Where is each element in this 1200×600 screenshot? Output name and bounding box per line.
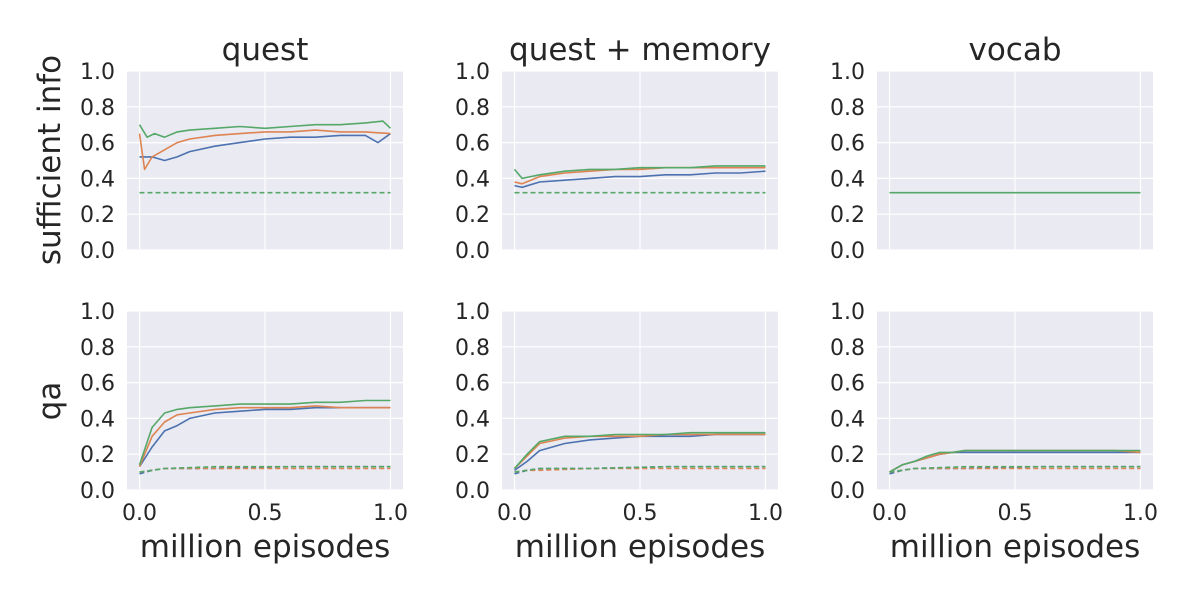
panel-3: 0.0 0.2 0.4 0.6 0.8 1.0 [830,60,1153,264]
ytick-label: 0.2 [830,203,865,228]
series-line-3 [138,399,391,466]
xtick-label: 0.0 [872,501,907,526]
ytick-label: 0.8 [455,96,490,121]
xtick-label: 0.0 [122,501,157,526]
series-line-2 [514,166,766,185]
ytick-label: 0.2 [455,443,490,468]
ytick-label: 0.6 [830,132,865,157]
ytick-label: 1.0 [80,60,115,85]
ytick-label: 0.8 [80,96,115,121]
ytick-label: 0.4 [80,407,115,432]
series-line-6 [514,465,766,473]
panel-1: 0.0 0.2 0.4 0.6 0.8 1.0 [80,60,403,264]
xlabel-vocab: million episodes [890,529,1141,565]
xtick-label: 0.0 [497,501,532,526]
series-line-3 [513,165,766,180]
xtick-label: 1.0 [748,501,783,526]
series-line-1 [514,170,766,189]
ytick-label: 0.2 [80,203,115,228]
ytick-label: 0.6 [455,372,490,397]
ytick-label: 1.0 [455,60,490,85]
ytick-label: 0.4 [455,167,490,192]
ytick-label: 1.0 [455,300,490,325]
series-line-2 [138,129,391,171]
ytick-label: 0.6 [80,132,115,157]
ytick-label: 0.4 [80,167,115,192]
ytick-label: 0.2 [455,203,490,228]
row-label-sufficient-info: sufficient info [32,55,68,265]
xtick-label: 0.5 [623,501,658,526]
xtick-label: 1.0 [373,501,408,526]
column-title-vocab: vocab [968,32,1061,68]
ytick-label: 0.0 [830,479,865,504]
column-title-quest: quest [222,32,309,68]
ytick-label: 0.4 [830,407,865,432]
ytick-label: 1.0 [830,60,865,85]
ytick-label: 0.8 [80,336,115,361]
xtick-label: 0.5 [248,501,283,526]
ytick-label: 0.2 [80,443,115,468]
series-line-3 [513,431,766,470]
ytick-label: 0.8 [455,336,490,361]
xtick-label: 1.0 [1123,501,1158,526]
ytick-label: 0.0 [80,239,115,264]
column-title-quest-memory: quest + memory [509,32,771,68]
series-line-6 [139,465,391,473]
ytick-label: 0.8 [830,336,865,361]
xtick-label: 0.5 [998,501,1033,526]
ytick-label: 0.8 [830,96,865,121]
series-line-1 [139,132,391,162]
ytick-label: 0.4 [455,407,490,432]
ytick-label: 0.6 [80,372,115,397]
ytick-label: 0.0 [455,479,490,504]
ytick-label: 0.0 [80,479,115,504]
row-label-qa: qa [32,382,68,421]
ytick-label: 0.0 [455,239,490,264]
panel-6: 0.0 0.2 0.4 0.6 0.8 1.0 0.0 0.5 1.0 [830,300,1158,526]
xlabel-quest: million episodes [140,529,391,565]
panel-5: 0.0 0.2 0.4 0.6 0.8 1.0 0.0 0.5 1.0 [455,300,783,526]
panel-4: 0.0 0.2 0.4 0.6 0.8 1.0 0.0 0.5 1.0 [80,300,408,526]
panels-group: 0.00.20.40.60.81.00.00.20.40.60.81.00.00… [80,60,1158,526]
ytick-label: 1.0 [830,300,865,325]
ytick-label: 0.0 [830,239,865,264]
ytick-label: 0.2 [830,443,865,468]
series-line-3 [889,449,1141,473]
ytick-label: 0.4 [830,167,865,192]
series-line-6 [889,465,1141,473]
ytick-label: 0.6 [830,372,865,397]
series-line-3 [138,120,392,138]
ytick-label: 1.0 [80,300,115,325]
ytick-label: 0.6 [455,132,490,157]
panel-2: 0.0 0.2 0.4 0.6 0.8 1.0 [455,60,778,264]
series-line-2 [513,433,766,470]
series-line-2 [138,405,391,468]
xlabel-quest-memory: million episodes [515,529,766,565]
